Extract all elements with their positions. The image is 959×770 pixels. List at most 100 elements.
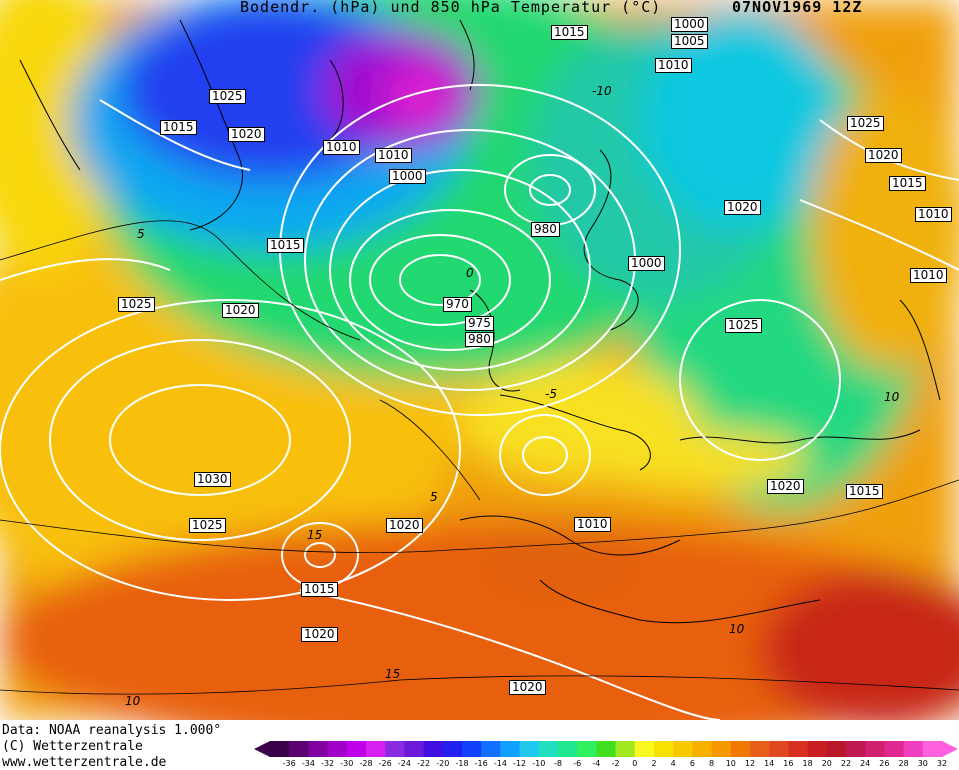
pressure-label: 1025	[725, 318, 762, 333]
colorbar-swatch	[807, 741, 828, 757]
colorbar-swatch	[577, 741, 597, 757]
temperature-label: 10	[729, 622, 745, 636]
pressure-label: 1020	[767, 479, 804, 494]
pressure-label: 1020	[509, 680, 546, 695]
colorbar-tick-label: 22	[840, 759, 852, 768]
colorbar-tick-label: -22	[417, 759, 431, 768]
pressure-label: 1020	[386, 518, 423, 533]
colorbar-swatch	[270, 741, 290, 757]
pressure-label: 1020	[222, 303, 259, 318]
colorbar-tick-label: 2	[651, 759, 657, 768]
colorbar-swatch	[865, 741, 885, 757]
website-url: www.wetterzentrale.de	[2, 755, 167, 770]
pressure-label: 1015	[160, 120, 197, 135]
pressure-label: 1015	[267, 238, 304, 253]
temperature-label: -10	[592, 84, 612, 98]
colorbar-swatch	[538, 741, 559, 757]
pressure-label: 1025	[209, 89, 246, 104]
pressure-label: 1000	[671, 17, 708, 32]
colorbar-max-arrow	[942, 741, 958, 757]
colorbar-swatch	[846, 741, 866, 757]
pressure-label: 1015	[551, 25, 588, 40]
colorbar-tick-label: -6	[573, 759, 582, 768]
pressure-label: 1015	[889, 176, 926, 191]
colorbar-swatch	[481, 741, 501, 757]
temperature-label: -5	[545, 387, 557, 401]
colorbar-swatch	[385, 741, 405, 757]
colorbar-tick-label: 8	[709, 759, 715, 768]
colorbar-swatch	[442, 741, 463, 757]
temperature-label: 15	[307, 528, 323, 542]
pressure-label: 1010	[910, 268, 947, 283]
colorbar-swatch	[346, 741, 367, 757]
temperature-label: 10	[125, 694, 141, 708]
colorbar-tick-label: -14	[493, 759, 507, 768]
map-canvas	[0, 0, 959, 720]
colorbar-swatch	[558, 741, 578, 757]
colorbar-swatch	[404, 741, 425, 757]
colorbar-tick-label: 26	[879, 759, 890, 768]
data-source-note: Data: NOAA reanalysis 1.000°	[2, 723, 222, 738]
colorbar-tick-label: -26	[378, 759, 392, 768]
colorbar-tick-label: -18	[455, 759, 469, 768]
pressure-label: 1000	[628, 256, 665, 271]
pressure-label: 980	[465, 332, 494, 347]
colorbar-tick-label: -28	[359, 759, 373, 768]
temperature-label: 15	[385, 667, 401, 681]
colorbar-swatch	[673, 741, 693, 757]
colorbar-tick-label: 32	[936, 759, 948, 768]
colorbar-tick-label: 0	[632, 759, 638, 768]
colorbar-swatch	[308, 741, 329, 757]
colorbar-swatch	[750, 741, 770, 757]
pressure-label: 1010	[574, 517, 611, 532]
colorbar-tick-label: 6	[689, 759, 695, 768]
isotherms	[0, 220, 959, 695]
colorbar-swatch	[711, 741, 732, 757]
colorbar-tick-label: 16	[783, 759, 794, 768]
colorbar-tick-label: -2	[611, 759, 620, 768]
pressure-label: 1020	[228, 127, 265, 142]
colorbar-tick-label: 14	[764, 759, 775, 768]
colorbar-labels: -36 -34 -32 -30 -28 -26 -24 -22 -20 -18 -16 -14 -12-…	[256, 759, 956, 770]
pressure-label: 1010	[655, 58, 692, 73]
colorbar-tick-label: -12	[513, 759, 527, 768]
pressure-label: 1000	[389, 169, 426, 184]
pressure-label: 1010	[323, 140, 360, 155]
colorbar-swatch	[366, 741, 386, 757]
colorbar-tick-label: 10	[725, 759, 736, 768]
colorbar-swatch	[596, 741, 617, 757]
colorbar-swatch	[289, 741, 309, 757]
colorbar-tick-label: 20	[821, 759, 832, 768]
colorbar-swatch	[903, 741, 924, 757]
pressure-label: 1015	[846, 484, 883, 499]
map-title: Bodendr. (hPa) und 850 hPa Temperatur (°…	[240, 0, 662, 16]
colorbar-swatch	[730, 741, 751, 757]
coastlines	[19, 19, 941, 624]
colorbar-tick-label: 4	[670, 759, 676, 768]
colorbar-tick-label: 28	[898, 759, 909, 768]
pressure-label: 1020	[865, 148, 902, 163]
pressure-label: 1010	[915, 207, 952, 222]
colorbar-swatch	[462, 741, 482, 757]
pressure-label: 1005	[671, 34, 708, 49]
temperature-label: 5	[430, 490, 438, 504]
colorbar-tick-label: -8	[554, 759, 562, 768]
temperature-field	[0, 0, 959, 720]
colorbar-swatch	[634, 741, 655, 757]
colorbar-tick-label: -10	[532, 759, 546, 768]
colorbar-tick-label: -30	[340, 759, 354, 768]
temperature-label: 5	[137, 227, 145, 241]
pressure-label: 980	[531, 222, 560, 237]
colorbar-tick-label: -16	[474, 759, 488, 768]
colorbar-tick-label: 12	[744, 759, 756, 768]
copyright-note: (C) Wetterzentrale	[2, 739, 143, 754]
pressure-label: 1020	[724, 200, 761, 215]
pressure-label: 970	[443, 297, 472, 312]
colorbar-tick-label: -20	[436, 759, 450, 768]
colorbar-swatch	[500, 741, 521, 757]
pressure-label: 1025	[118, 297, 155, 312]
temperature-label: 0	[466, 266, 474, 280]
map-date: 07NOV1969 12Z	[732, 0, 863, 16]
pressure-label: 1015	[301, 582, 338, 597]
